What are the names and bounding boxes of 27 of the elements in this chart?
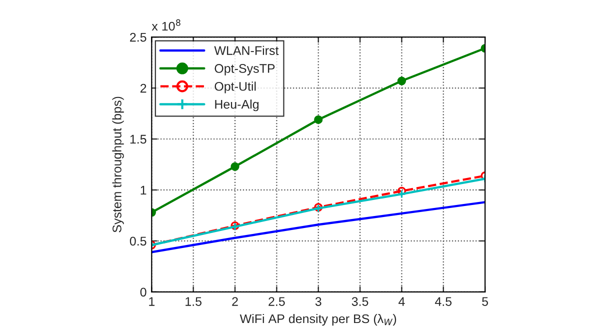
- y-tick-label: 1: [140, 186, 146, 195]
- x-tick-label: 2.5: [268, 297, 285, 306]
- y-tick-label: 1.5: [130, 134, 146, 144]
- x-tick-label: 4.5: [434, 297, 452, 306]
- x-tick-label: 5: [482, 297, 488, 306]
- x-tick-label: 3.5: [352, 297, 368, 306]
- legend-label: Heu-Alg: [215, 100, 259, 112]
- x-tick-label: 1.5: [186, 297, 202, 306]
- line-series: [152, 201, 486, 254]
- point: [397, 76, 406, 86]
- point: [314, 115, 323, 124]
- x-tick-label: 1: [149, 297, 155, 306]
- y-axis-title: System throughput (bps): [112, 96, 124, 232]
- y-tick-label: 2: [140, 84, 146, 93]
- text: x 10$^{8}$: [152, 19, 180, 31]
- x-tick-label: 3: [315, 297, 322, 306]
- y-tick-label: 0: [140, 288, 146, 297]
- y-tick-label: 2.5: [130, 32, 146, 42]
- point: [230, 162, 240, 171]
- legend-label: Opt-SysTP: [214, 64, 275, 76]
- legend-label: Opt-Util: [214, 82, 256, 94]
- y-tick-label: 0.5: [130, 236, 146, 246]
- legend-label: WLAN-First: [214, 46, 279, 55]
- point: [397, 190, 406, 198]
- x-tick-label: 2: [232, 297, 238, 306]
- x-axis-title: WiFi AP density per BS (λ$_{W}$): [240, 314, 396, 326]
- x-tick-label: 4: [398, 297, 405, 306]
